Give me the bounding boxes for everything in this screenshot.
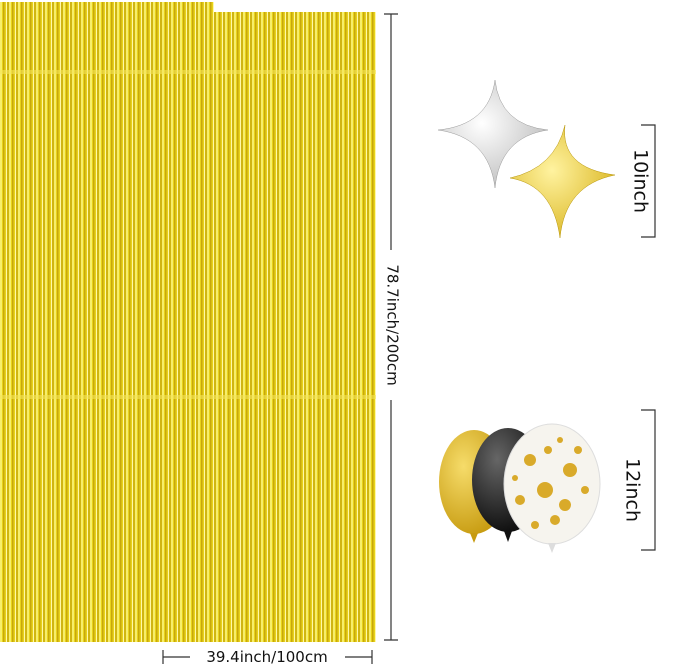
round-size-label: 12inch xyxy=(622,458,644,522)
star-dimension: 10inch xyxy=(630,124,656,238)
height-dimension: 78.7inch/200cm xyxy=(384,13,402,641)
star-balloons xyxy=(437,79,616,239)
foil-curtain xyxy=(0,2,376,642)
round-dimension: 12inch xyxy=(622,409,656,551)
round-balloons xyxy=(439,423,601,553)
height-label: 78.7inch/200cm xyxy=(384,264,402,385)
width-dimension: 39.4inch/100cm xyxy=(162,648,373,666)
width-label: 39.4inch/100cm xyxy=(206,648,327,666)
star-size-label: 10inch xyxy=(630,149,652,213)
